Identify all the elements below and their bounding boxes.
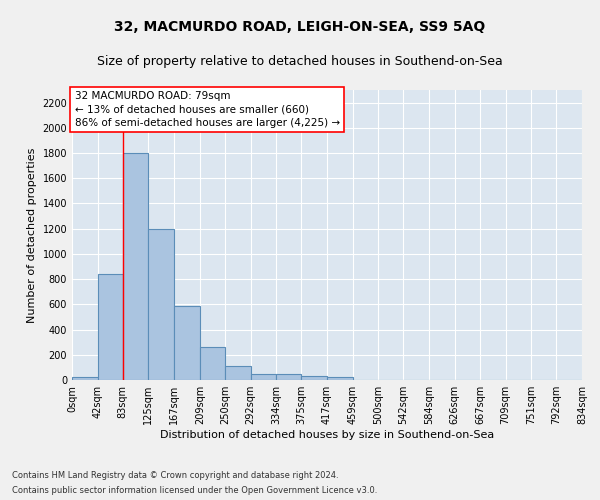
Text: Contains HM Land Registry data © Crown copyright and database right 2024.: Contains HM Land Registry data © Crown c… bbox=[12, 471, 338, 480]
Text: 32 MACMURDO ROAD: 79sqm
← 13% of detached houses are smaller (660)
86% of semi-d: 32 MACMURDO ROAD: 79sqm ← 13% of detache… bbox=[74, 92, 340, 128]
Bar bbox=[327, 377, 353, 380]
Bar bbox=[72, 377, 98, 380]
Bar bbox=[276, 374, 301, 380]
Text: 32, MACMURDO ROAD, LEIGH-ON-SEA, SS9 5AQ: 32, MACMURDO ROAD, LEIGH-ON-SEA, SS9 5AQ bbox=[115, 20, 485, 34]
Bar bbox=[98, 274, 123, 380]
Bar bbox=[301, 376, 327, 380]
Bar bbox=[123, 153, 148, 380]
Text: Contains public sector information licensed under the Open Government Licence v3: Contains public sector information licen… bbox=[12, 486, 377, 495]
X-axis label: Distribution of detached houses by size in Southend-on-Sea: Distribution of detached houses by size … bbox=[160, 430, 494, 440]
Bar bbox=[174, 306, 200, 380]
Y-axis label: Number of detached properties: Number of detached properties bbox=[27, 148, 37, 322]
Text: Size of property relative to detached houses in Southend-on-Sea: Size of property relative to detached ho… bbox=[97, 55, 503, 68]
Bar bbox=[251, 374, 276, 380]
Bar bbox=[148, 228, 174, 380]
Bar bbox=[200, 347, 225, 380]
Bar bbox=[225, 366, 251, 380]
